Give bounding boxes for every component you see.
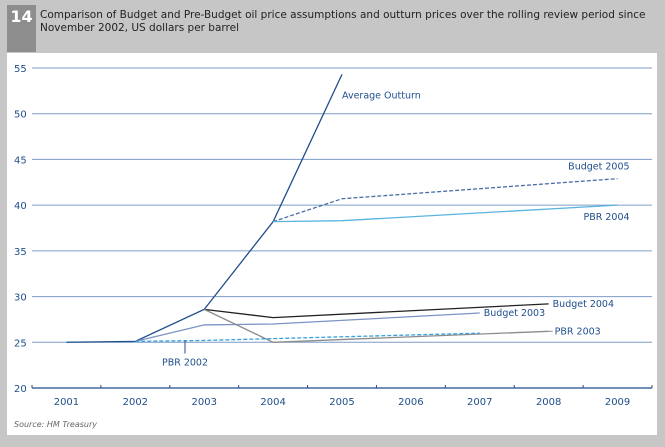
series-line-budget-2003	[135, 312, 480, 343]
y-tick-label: 55	[14, 64, 27, 75]
y-tick-label: 20	[14, 384, 27, 395]
series-line-pbr-2004	[273, 204, 618, 223]
series-line-average-outturn	[66, 74, 343, 343]
series-line-budget-2005	[272, 177, 618, 223]
annotation-label: Budget 2003	[484, 308, 545, 319]
y-tick-label: 35	[14, 247, 27, 258]
plot-panel	[7, 53, 657, 435]
chart-number: 14	[7, 5, 36, 52]
annotation-label: Average Outturn	[342, 90, 421, 101]
annotation-label: PBR 2002	[162, 357, 208, 368]
x-tick-label: 2008	[536, 397, 561, 408]
y-tick-label: 25	[14, 338, 27, 349]
y-tick-label: 50	[14, 110, 27, 121]
y-tick-label: 45	[14, 155, 27, 166]
x-tick-label: 2006	[398, 397, 423, 408]
x-tick-label: 2001	[54, 397, 79, 408]
chart-title: Comparison of Budget and Pre-Budget oil …	[40, 9, 646, 34]
x-tick-label: 2003	[191, 397, 216, 408]
annotation-label: PBR 2003	[555, 326, 601, 337]
series-line-pbr-2002	[135, 332, 480, 343]
chart-header	[4, 4, 656, 52]
y-tick-label: 30	[14, 293, 27, 304]
source-note: Source: HM Treasury	[14, 420, 97, 429]
x-tick-label: 2007	[467, 397, 492, 408]
x-tick-label: 2009	[605, 397, 630, 408]
series-line-pbr-2003	[203, 308, 549, 343]
annotation-label: Budget 2005	[568, 162, 629, 173]
series-line-budget-2004	[204, 303, 549, 319]
y-tick-label: 40	[14, 201, 27, 212]
x-tick-label: 2002	[123, 397, 148, 408]
annotation-label: Budget 2004	[553, 299, 614, 310]
x-tick-label: 2005	[329, 397, 354, 408]
annotation-label: PBR 2004	[584, 212, 630, 223]
x-tick-label: 2004	[260, 397, 285, 408]
